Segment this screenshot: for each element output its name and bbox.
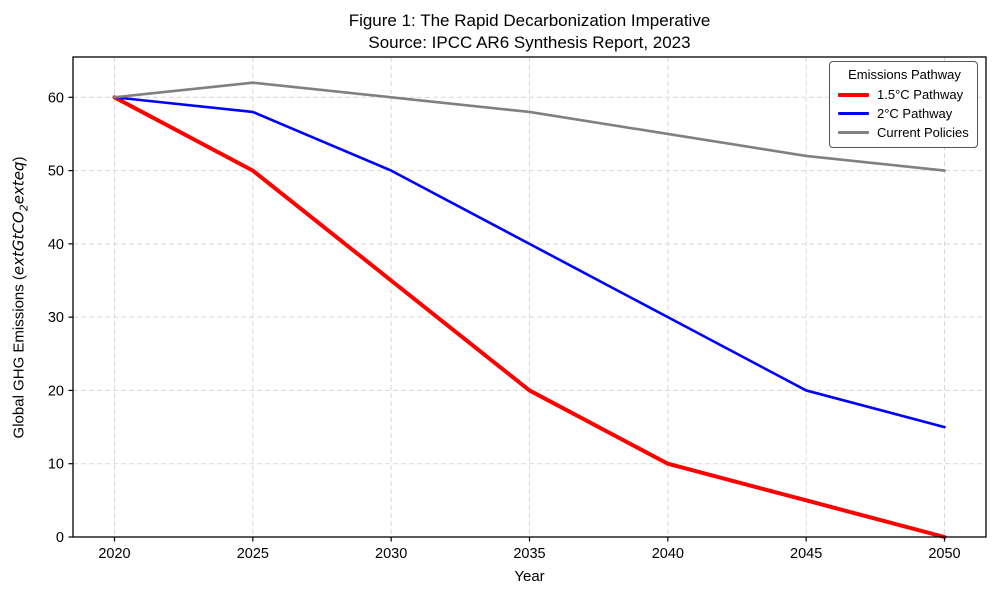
y-axis-label-subscript: 2 [17,204,31,212]
legend-items: 1.5°C Pathway 2°C Pathway Current Policies [838,85,971,142]
x-axis-label: Year [514,568,545,585]
y-tick-label: 0 [56,530,64,546]
x-tick-label: 2050 [928,546,960,562]
series-line-1-5-c-pathway [112,95,947,539]
legend-line-swatch [838,131,869,134]
x-tick-label: 2040 [652,546,684,562]
legend-item: 2°C Pathway [838,104,971,123]
y-axis-label-math2: exteq [9,161,28,205]
legend-item: Current Policies [838,123,971,142]
x-tick-label: 2025 [237,546,269,562]
y-tick-label: 20 [48,383,64,399]
y-tick-label: 10 [48,457,64,473]
y-tick-label: 50 [48,164,64,180]
legend: Emissions Pathway 1.5°C Pathway 2°C Pathw… [829,61,978,148]
y-tick-label: 30 [48,310,64,326]
x-tick-label: 2035 [513,546,545,562]
legend-item-label: 1.5°C Pathway [877,87,964,102]
title-block: Figure 1: The Rapid Decarbonization Impe… [73,10,986,54]
y-axis-label-math: extGtCO [9,211,28,276]
y-tick-label: 40 [48,237,64,253]
y-axis-label-close: ) [10,156,28,162]
series-line-2-c-pathway [113,96,946,429]
legend-item: 1.5°C Pathway [838,85,971,104]
x-tick-label: 2020 [98,546,130,562]
series-line-current-policies [113,81,946,172]
legend-line-swatch [838,92,869,97]
y-axis-label-text: Global GHG Emissions ( [10,275,28,439]
x-tick-label: 2045 [790,546,822,562]
legend-line-swatch [838,112,869,115]
x-tick-label: 2030 [375,546,407,562]
legend-item-label: Current Policies [877,125,969,140]
legend-title: Emissions Pathway [848,67,961,82]
chart-title: Figure 1: The Rapid Decarbonization Impe… [348,11,711,30]
legend-item-label: 2°C Pathway [877,106,953,121]
y-tick-label: 60 [48,90,64,106]
y-axis-label: Global GHG Emissions (extGtCO2exteq) [10,58,31,538]
chart-subtitle: Source: IPCC AR6 Synthesis Report, 2023 [368,33,691,52]
